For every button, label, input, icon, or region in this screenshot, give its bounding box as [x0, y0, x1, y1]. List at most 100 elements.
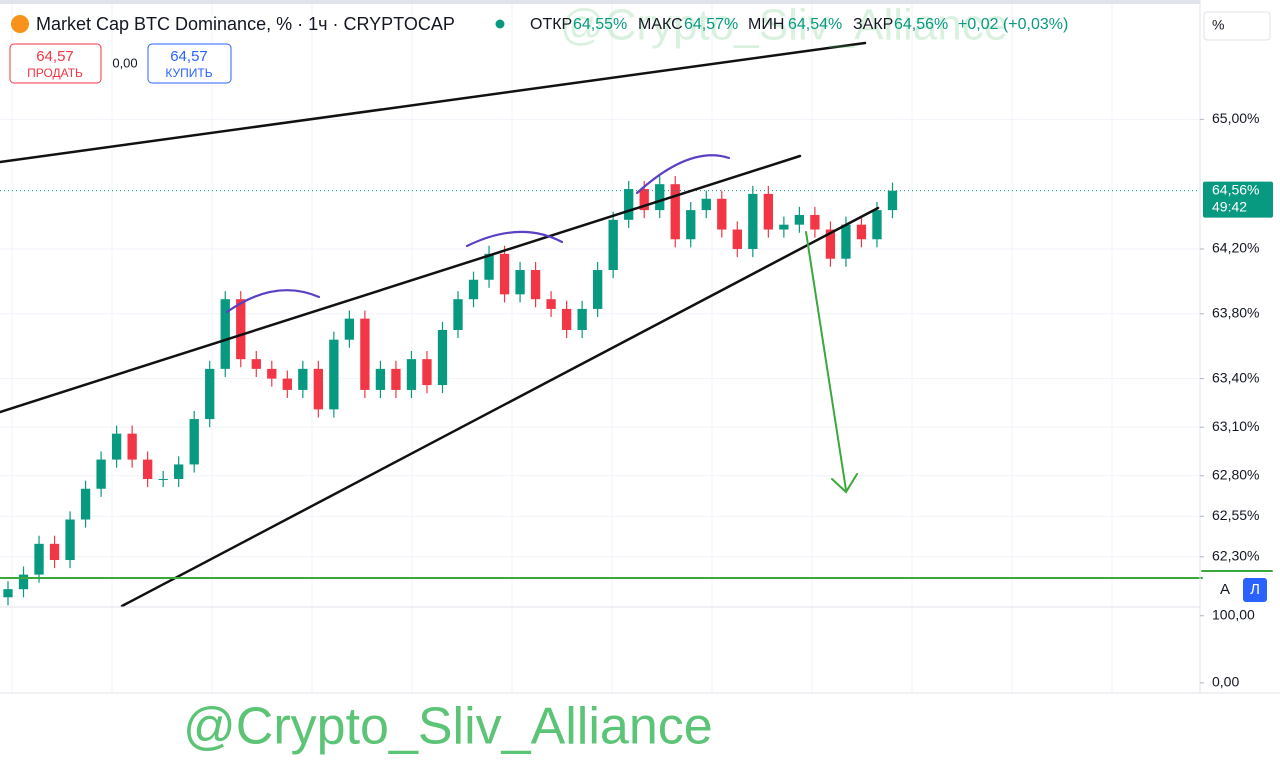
sell-box[interactable] — [9, 43, 102, 84]
trend-line — [0, 154, 802, 414]
trend-line — [0, 41, 867, 164]
change: +0,02 (+0,03%) — [958, 16, 1068, 33]
y-tick-label: 62,80% — [1212, 466, 1259, 482]
candle-body — [127, 433, 137, 460]
spread: 0,00 — [112, 55, 137, 70]
ohlc-label: ЗАКР — [853, 16, 893, 33]
candle-body — [608, 219, 618, 271]
candle-body — [3, 589, 13, 598]
coin-icon — [11, 15, 29, 33]
candles — [0, 176, 1200, 606]
watermark: @Crypto_Sliv_Alliance — [560, 1, 1008, 50]
candle-body — [779, 224, 789, 230]
volume-tick-label: 0,00 — [1212, 674, 1239, 690]
candle-body — [717, 198, 727, 230]
watermark: @Crypto_Sliv_Alliance — [183, 698, 713, 756]
buy-label[interactable]: КУПИТЬ — [165, 66, 212, 80]
candle-body — [375, 368, 386, 390]
candle-body — [577, 308, 587, 330]
ohlc-label: МИН — [748, 16, 784, 33]
candle-body — [468, 279, 479, 300]
candle-body — [546, 299, 556, 309]
candle-body — [453, 299, 463, 330]
candle-body — [313, 368, 323, 410]
candle-body — [763, 193, 773, 230]
buy-box[interactable] — [147, 43, 232, 84]
candle-body — [111, 433, 122, 460]
arc — [225, 289, 321, 314]
candle-body — [530, 270, 541, 300]
ohlc-value: 64,56% — [894, 16, 948, 33]
ohlc-value: 64,54% — [788, 16, 842, 33]
candle-body — [220, 299, 230, 369]
countdown: 49:42 — [1212, 198, 1247, 214]
candle-body — [748, 193, 758, 249]
candle-body — [80, 488, 91, 520]
drawings — [0, 41, 1273, 608]
top-bar — [0, 0, 1200, 4]
candle-body — [143, 459, 153, 480]
candle-body — [158, 479, 168, 481]
candle-body — [655, 184, 665, 211]
buy-button[interactable]: 64,57 КУПИТЬ — [147, 43, 232, 84]
candle-body — [856, 224, 867, 240]
sell-label[interactable]: ПРОДАТЬ — [27, 66, 83, 80]
candle-body — [639, 189, 649, 211]
unit-box[interactable] — [1203, 11, 1271, 41]
sell-price[interactable]: 64,57 — [36, 48, 74, 65]
candle-body — [267, 368, 277, 379]
volume-tick-label: 100,00 — [1212, 606, 1255, 622]
buy-price[interactable]: 64,57 — [170, 48, 208, 65]
ohlc-label: МАКС — [638, 16, 683, 33]
log-scale[interactable]: Л — [1250, 581, 1260, 598]
candle-body — [298, 368, 308, 390]
candle-body — [624, 189, 634, 220]
symbol-title: Market Cap BTC Dominance, % · 1ч · CRYPT… — [36, 14, 455, 34]
status-dot — [495, 19, 505, 29]
candle-body — [422, 359, 432, 386]
candle-body — [344, 318, 355, 340]
candle-body — [732, 229, 742, 249]
candle-body — [499, 253, 510, 295]
candle-body — [887, 190, 898, 211]
candle-body — [236, 299, 246, 360]
candle-body — [18, 574, 29, 590]
candle-body — [251, 359, 261, 369]
candle-body — [484, 253, 494, 280]
y-tick-label: 64,20% — [1212, 240, 1259, 256]
candle-body — [686, 210, 696, 240]
candle-body — [561, 308, 572, 330]
auto-scale[interactable]: А — [1220, 581, 1230, 598]
price-tag-label: 64,56% — [1212, 181, 1259, 197]
candle-body — [794, 214, 805, 225]
candle-body — [825, 229, 836, 259]
candle-body — [872, 210, 882, 240]
candle-body — [810, 214, 820, 230]
candle-body — [49, 543, 60, 561]
arrow — [805, 231, 858, 494]
candle-body — [841, 224, 851, 259]
trend-line — [120, 206, 880, 608]
y-tick-label: 65,00% — [1212, 110, 1259, 126]
y-tick-label: 63,80% — [1212, 304, 1259, 320]
candle-body — [391, 368, 401, 390]
candle-body — [329, 339, 339, 410]
arc — [635, 154, 731, 195]
candle-body — [360, 318, 370, 390]
y-tick-label: 62,55% — [1212, 507, 1259, 523]
candle-body — [515, 270, 525, 295]
candle-body — [593, 270, 603, 309]
candle-body — [670, 184, 680, 240]
log-scale-box[interactable] — [1243, 578, 1267, 602]
ohlc-label: ОТКР — [530, 16, 572, 33]
y-tick-label: 63,10% — [1212, 418, 1259, 434]
price-tag — [1203, 181, 1273, 218]
sell-button[interactable]: 64,57 ПРОДАТЬ — [9, 43, 102, 84]
ohlc-value: 64,57% — [684, 16, 738, 33]
candle-body — [282, 378, 292, 390]
unit[interactable]: % — [1212, 17, 1224, 33]
candle-body — [205, 368, 215, 420]
candle-body — [189, 419, 199, 465]
